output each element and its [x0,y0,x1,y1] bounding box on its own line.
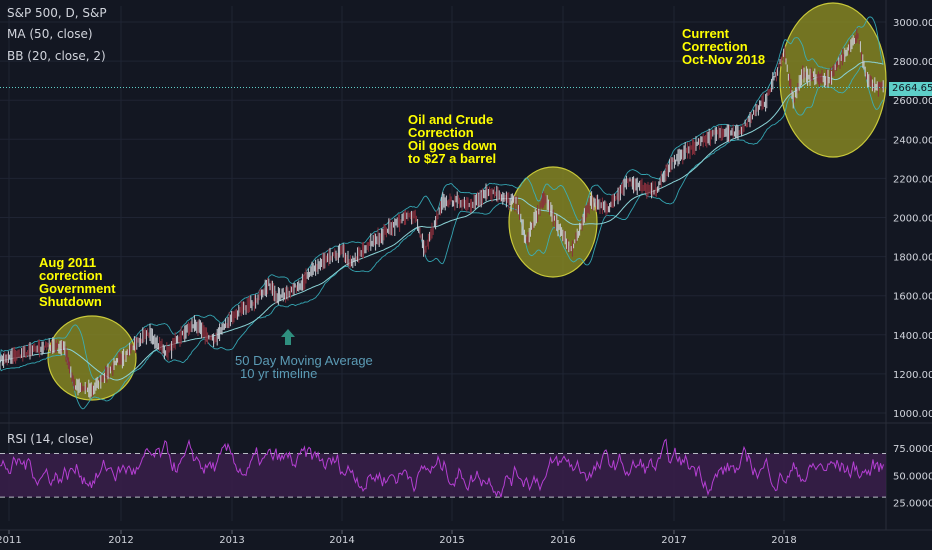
symbol-title[interactable]: S&P 500, D, S&P [7,6,107,20]
arrow-up-shape [281,329,295,345]
annotation-aug2011: Aug 2011 correction Government Shutdown [39,256,116,308]
y-tick-label: 1600.00 [893,292,932,303]
annotation-line: Oil goes down [408,138,497,153]
price-panel [0,16,886,410]
arrow-up-icon [281,329,295,345]
rsi-tick-label: 50.0000 [893,471,932,482]
time-axis: 2011 2012 2013 2014 2015 2016 2017 2018 [0,530,797,546]
x-tick-label: 2013 [219,535,244,546]
rsi-line [0,438,884,498]
bollinger-lower [0,65,884,410]
y-tick-label: 1000.00 [893,409,932,420]
rsi-tick-label: 25.0000 [893,499,932,510]
y-tick-label: 1200.00 [893,370,932,381]
x-tick-label: 2016 [550,535,575,546]
y-tick-label: 2600.00 [893,96,932,107]
y-tick-label: 2800.00 [893,57,932,68]
y-tick-label: 1800.00 [893,253,932,264]
y-tick-label: 1400.00 [893,331,932,342]
highlight-circle [47,315,137,401]
annotation-line: Correction [408,125,474,140]
x-tick-label: 2017 [661,535,686,546]
moving-average-line [0,61,884,381]
annotation-oil: Oil and Crude Correction Oil goes down t… [408,113,497,165]
y-tick-label: 2400.00 [893,135,932,146]
rsi-band [0,453,886,498]
x-tick-label: 2014 [329,535,354,546]
annotation-line: Oil and Crude [408,112,494,127]
x-tick-label: 2011 [0,535,22,546]
annotation-line: Aug 2011 [39,255,97,270]
annotation-line: to $27 a barrel [408,151,497,166]
annotation-line: 50 Day Moving Average [235,353,373,368]
grid-lines [0,0,932,531]
annotation-current: Current Correction Oct-Nov 2018 [682,27,765,66]
y-tick-label: 2000.00 [893,214,932,225]
x-tick-label: 2015 [439,535,464,546]
rsi-panel [0,438,886,498]
annotation-ma-note: 50 Day Moving Average 10 yr timeline [235,354,373,380]
annotation-line: Current [682,26,729,41]
price-axis: 1000.00 1200.00 1400.00 1600.00 1800.00 2000.… [893,18,932,510]
y-tick-label: 2200.00 [893,174,932,185]
rsi-indicator-label[interactable]: RSI (14, close) [7,432,94,446]
annotation-line: Oct-Nov 2018 [682,52,766,67]
last-price-label: 2664.65 [889,82,932,96]
bb-indicator-label[interactable]: BB (20, close, 2) [7,49,106,63]
ma-indicator-label[interactable]: MA (50, close) [7,27,93,41]
y-tick-label: 3000.00 [893,18,932,29]
x-tick-label: 2018 [771,535,796,546]
annotation-line: correction [39,268,103,283]
x-tick-label: 2012 [108,535,133,546]
annotation-line: Correction [682,39,748,54]
rsi-tick-label: 75.0000 [893,444,932,455]
annotation-line: Government [39,281,116,296]
annotation-line: Shutdown [39,294,102,309]
annotation-line: 10 yr timeline [240,366,318,381]
